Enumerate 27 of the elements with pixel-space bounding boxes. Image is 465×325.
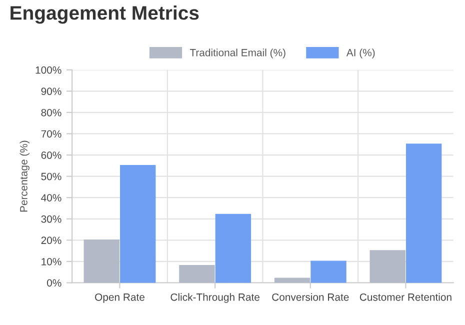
bar [274,278,310,283]
bar [179,265,215,283]
x-tick-label: Customer Retention [360,293,452,301]
legend-label: Traditional Email (%) [190,48,286,58]
y-tick-label: 20% [41,236,62,244]
y-tick-label: 90% [41,88,62,96]
chart-title: Engagement Metrics [10,6,199,24]
bar [370,250,406,283]
x-tick-label: Open Rate [95,293,144,303]
y-axis-title: Percentage (%) [20,140,30,212]
y-tick-label: 70% [41,130,62,138]
x-tick-label: Click-Through Rate [170,293,260,303]
y-tick-label: 30% [41,215,62,223]
y-tick-label: 60% [41,152,62,159]
bar [406,144,442,283]
bar [84,239,120,283]
y-tick-label: 50% [41,172,62,180]
y-tick-label: 0% [47,279,62,287]
y-tick-label: 40% [41,194,62,202]
legend-label: AI (%) [346,48,375,58]
y-tick-label: 100% [36,66,62,74]
x-tick-label: Conversion Rate [272,293,349,301]
y-tick-label: 10% [42,258,62,266]
y-tick-label: 80% [41,108,62,116]
bar [310,260,346,283]
bar [120,164,156,283]
bar [215,214,252,283]
